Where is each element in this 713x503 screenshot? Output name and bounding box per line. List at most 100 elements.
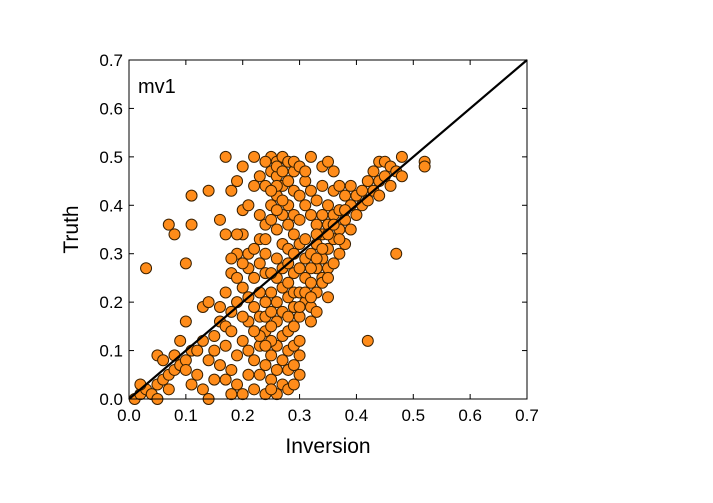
scatter-point xyxy=(333,247,346,260)
scatter-point xyxy=(293,300,306,313)
scatter-point xyxy=(304,208,317,221)
scatter-point xyxy=(276,354,289,367)
scatter-point xyxy=(225,252,238,265)
x-tick-label: 0.6 xyxy=(458,406,482,425)
scatter-point xyxy=(304,276,317,289)
scatter-point xyxy=(390,247,403,260)
scatter-point xyxy=(373,189,386,202)
scatter-point xyxy=(293,189,306,202)
scatter-point xyxy=(219,228,232,241)
scatter-point xyxy=(225,184,238,197)
identity-reference-line xyxy=(128,59,528,400)
scatter-point xyxy=(259,359,272,372)
scatter-point xyxy=(179,257,192,270)
scatter-point xyxy=(299,199,312,212)
scatter-point xyxy=(304,262,317,275)
scatter-point xyxy=(231,378,244,391)
scatter-point xyxy=(333,233,346,246)
y-tick-label: 0.1 xyxy=(99,342,123,361)
scatter-point xyxy=(242,344,255,357)
scatter-point xyxy=(270,252,283,265)
scatter-point xyxy=(395,150,408,163)
x-tick-label: 0.3 xyxy=(288,406,312,425)
scatter-point xyxy=(276,194,289,207)
scatter-point xyxy=(202,184,215,197)
y-tick-label: 0.7 xyxy=(99,51,123,70)
scatter-point xyxy=(299,233,312,246)
y-tick-label: 0.3 xyxy=(99,245,123,264)
scatter-point xyxy=(282,310,295,323)
panel-label: mv1 xyxy=(138,76,176,98)
scatter-point xyxy=(185,189,198,202)
scatter-point xyxy=(253,257,266,270)
scatter-point xyxy=(213,213,226,226)
y-axis-ticks: 0.0 0.1 0.2 0.3 0.4 0.5 0.6 0.7 xyxy=(99,51,527,409)
scatter-point xyxy=(242,368,255,381)
scatter-point xyxy=(157,354,170,367)
scatter-point xyxy=(270,296,283,309)
data-points xyxy=(128,150,431,405)
scatter-point xyxy=(219,373,232,386)
scatter-point xyxy=(208,344,221,357)
y-tick-label: 0.2 xyxy=(99,293,123,312)
scatter-point xyxy=(293,334,306,347)
scatter-point xyxy=(322,155,334,168)
y-tick-label: 0.6 xyxy=(99,99,123,118)
scatter-point xyxy=(248,242,261,255)
scatter-point xyxy=(276,165,289,178)
scatter-point xyxy=(265,305,278,318)
scatter-point xyxy=(282,276,295,289)
scatter-point xyxy=(140,262,153,275)
scatter-point xyxy=(265,213,278,226)
x-axis-title: Inversion xyxy=(285,435,370,458)
scatter-point xyxy=(327,257,340,270)
scatter-point xyxy=(361,334,374,347)
scatter-point xyxy=(168,228,181,241)
scatter-point xyxy=(248,300,261,313)
y-tick-label: 0.5 xyxy=(99,148,123,167)
x-axis-ticks: 0.0 0.1 0.2 0.3 0.4 0.5 0.6 0.7 xyxy=(117,60,539,425)
scatter-point xyxy=(162,383,175,396)
x-tick-label: 0.1 xyxy=(174,406,198,425)
scatter-point xyxy=(327,165,340,178)
scatter-point xyxy=(202,296,215,309)
scatter-point xyxy=(259,155,272,168)
scatter-point xyxy=(316,179,329,192)
scatter-point xyxy=(293,262,306,275)
scatter-point xyxy=(304,184,317,197)
scatter-point xyxy=(299,165,312,178)
scatter-point xyxy=(293,213,306,226)
plot-frame xyxy=(128,59,528,400)
scatter-point xyxy=(361,175,374,188)
scatter-point xyxy=(242,199,255,212)
scatter-point xyxy=(231,271,244,284)
scatter-point xyxy=(322,199,334,212)
y-tick-label: 0.0 xyxy=(99,390,123,409)
scatter-point xyxy=(265,320,278,333)
scatter-point xyxy=(265,184,278,197)
scatter-point xyxy=(310,305,323,318)
scatter-point xyxy=(270,223,283,236)
scatter-point xyxy=(185,218,198,231)
scatter-point xyxy=(384,179,397,192)
scatter-point xyxy=(236,388,249,401)
scatter-point xyxy=(191,368,204,381)
scatter-point xyxy=(282,218,295,231)
scatter-point xyxy=(248,325,261,338)
x-tick-label: 0.2 xyxy=(231,406,255,425)
scatter-point xyxy=(339,189,352,202)
scatter-point xyxy=(316,242,329,255)
scatter-point xyxy=(225,388,238,401)
scatter-point xyxy=(310,252,323,265)
x-tick-label: 0.7 xyxy=(515,406,539,425)
x-tick-label: 0.5 xyxy=(401,406,425,425)
scatter-point xyxy=(310,194,323,207)
scatter-point xyxy=(265,286,278,299)
scatter-point xyxy=(344,179,357,192)
scatter-point xyxy=(293,349,306,362)
scatter-point xyxy=(196,383,209,396)
scatter-point xyxy=(231,228,244,241)
scatter-point xyxy=(185,378,198,391)
scatter-point xyxy=(248,150,261,163)
